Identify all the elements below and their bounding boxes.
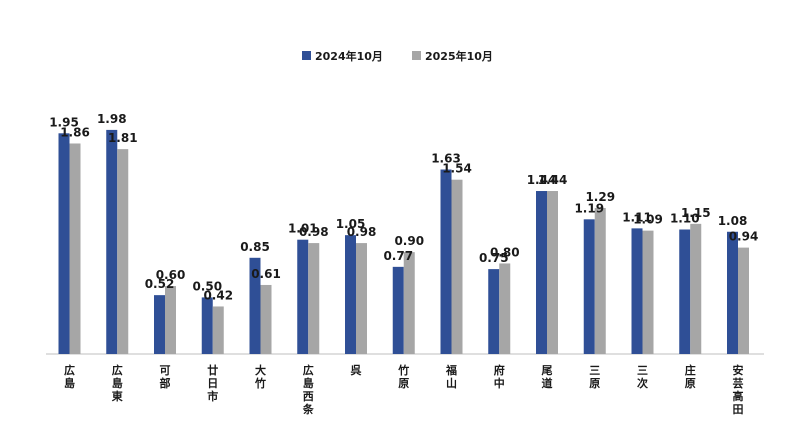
bar-series1-6 (345, 235, 356, 354)
category-label-5: 広島西条 (302, 363, 315, 416)
data-label-series2-9: 0.80 (490, 245, 520, 259)
category-label-3: 廿日市 (207, 363, 218, 403)
data-label-series2-3: 0.42 (203, 288, 233, 302)
data-label-series2-0: 1.86 (60, 125, 90, 139)
data-label-series2-1: 1.81 (108, 131, 138, 145)
bar-series1-14 (727, 231, 738, 354)
category-label-8: 福山 (445, 363, 457, 390)
bar-series2-7 (403, 252, 415, 354)
legend-label-2025: 2025年10月 (425, 49, 493, 63)
data-label-series2-2: 0.60 (156, 268, 186, 282)
data-label-series2-12: 1.09 (633, 213, 663, 227)
data-label-series1-9: 0.75 (479, 251, 509, 265)
legend-label-2024: 2024年10月 (315, 49, 383, 63)
data-label-series1-1: 1.98 (97, 112, 127, 126)
category-label-6: 呉 (351, 364, 362, 377)
category-label-0: 広島 (64, 363, 75, 390)
data-label-series1-3: 0.50 (192, 279, 222, 293)
bar-series2-14 (738, 247, 749, 354)
bar-series2-9 (499, 263, 511, 354)
bar-series1-9 (488, 269, 500, 354)
bar-series1-8 (440, 169, 452, 354)
legend-swatch-2024 (302, 51, 311, 60)
data-label-series2-8: 1.54 (442, 162, 472, 176)
bar-series1-7 (392, 266, 404, 354)
legend-swatch-2025 (412, 51, 421, 60)
data-label-series1-5: 1.01 (288, 222, 318, 236)
data-label-series1-12: 1.11 (622, 210, 652, 224)
bar-series1-2 (154, 295, 165, 354)
bar-series2-13 (690, 223, 702, 354)
bar-series1-5 (297, 239, 309, 354)
category-label-10: 尾道 (541, 364, 553, 390)
category-label-1: 広島東 (112, 363, 124, 403)
category-label-2: 可部 (160, 364, 171, 390)
category-label-4: 大竹 (254, 363, 266, 390)
bar-series1-4 (249, 257, 261, 354)
bar-series2-5 (308, 243, 320, 354)
category-label-13: 庄原 (685, 363, 696, 390)
bar-series1-1 (106, 129, 118, 354)
bar-series2-11 (594, 207, 606, 354)
data-label-series2-4: 0.61 (251, 267, 281, 281)
bar-series1-0 (58, 133, 70, 354)
bar-series1-3 (201, 297, 213, 354)
data-label-series1-7: 0.77 (383, 249, 413, 263)
category-label-9: 府中 (494, 363, 505, 390)
category-label-11: 三原 (589, 364, 600, 390)
category-label-7: 竹原 (397, 363, 409, 390)
data-label-series1-0: 1.95 (49, 115, 79, 129)
bar-series1-11 (583, 219, 595, 354)
data-label-series2-7: 0.90 (394, 234, 424, 248)
bar-series2-8 (451, 179, 463, 354)
bar-series2-6 (356, 243, 367, 354)
bars-group (58, 129, 749, 354)
data-label-series1-10: 1.44 (527, 173, 557, 187)
category-label-12: 三次 (637, 364, 648, 390)
data-label-series2-6: 0.98 (347, 225, 377, 239)
data-label-series2-13: 1.15 (681, 206, 711, 220)
category-label-14: 安芸高田 (733, 363, 744, 416)
data-label-series1-8: 1.63 (431, 152, 461, 166)
data-label-series2-10: 1.44 (538, 173, 568, 187)
bar-series1-10 (536, 191, 547, 354)
data-label-series1-11: 1.19 (574, 201, 604, 215)
data-label-series2-5: 0.98 (299, 225, 329, 239)
data-label-series1-6: 1.05 (336, 217, 366, 231)
data-label-series1-2: 0.52 (145, 277, 175, 291)
bar-series2-0 (69, 143, 81, 354)
data-label-series1-4: 0.85 (240, 240, 270, 254)
bar-series2-1 (117, 149, 129, 354)
bar-series2-10 (547, 191, 558, 354)
bar-series2-2 (165, 286, 176, 354)
data-label-series2-14: 0.94 (729, 230, 759, 244)
data-label-series2-11: 1.29 (585, 190, 615, 204)
category-labels-group: 広島 広島東 可部 廿日市 大竹 広島西条 呉 竹原 福山 府中 尾道 三原 三次 庄原 安芸高田 (64, 363, 744, 416)
bar-series1-12 (631, 228, 643, 354)
bar-series2-3 (212, 306, 224, 354)
data-label-series1-14: 1.08 (718, 214, 748, 228)
value-labels-group: 1.951.86 1.98 1.81 0.520.60 0.500.42 0.85 0.61… (49, 112, 758, 303)
bar-series2-12 (642, 230, 654, 354)
data-label-series1-13: 1.10 (670, 212, 700, 226)
bar-series1-13 (679, 229, 691, 354)
legend: 2024年10月 2025年10月 (302, 49, 493, 63)
bar-series2-4 (260, 284, 272, 354)
